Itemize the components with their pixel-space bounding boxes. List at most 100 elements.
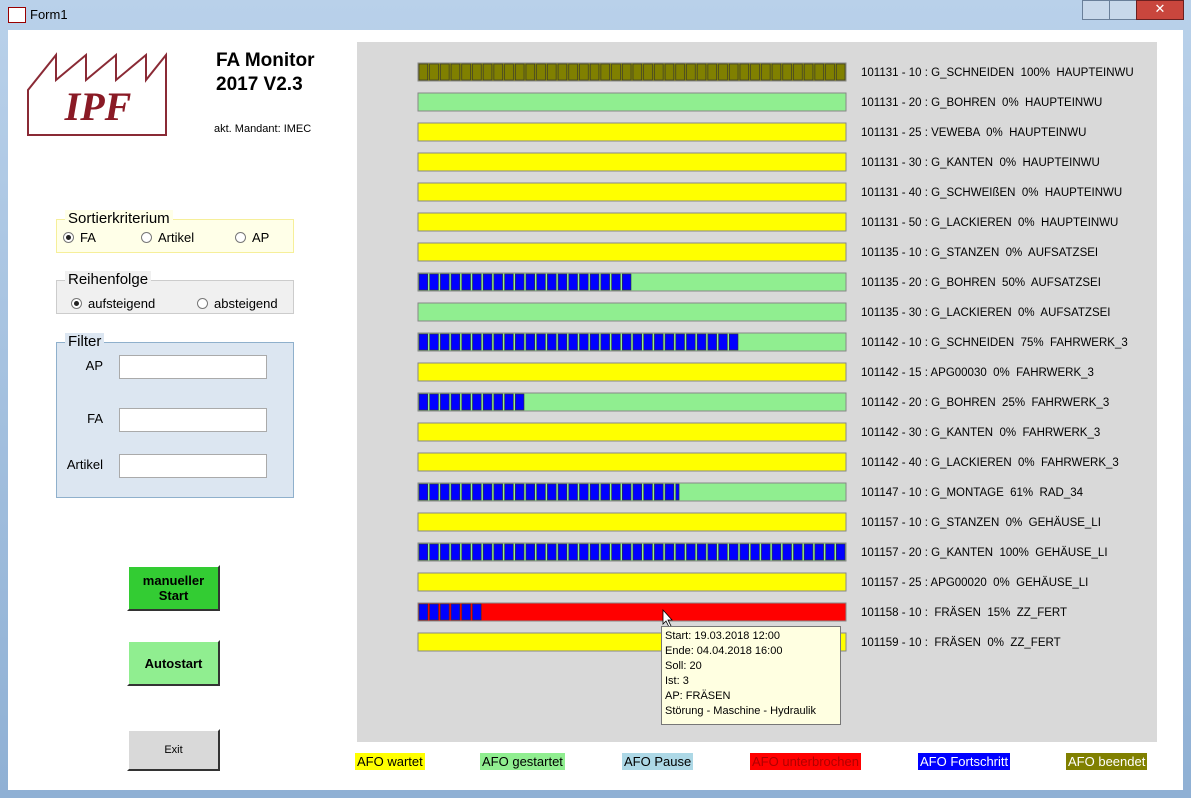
progress-segment: [589, 483, 600, 501]
radio-option[interactable]: Artikel: [141, 230, 194, 245]
radio-option[interactable]: absteigend: [197, 296, 278, 311]
button-label: Autostart: [144, 655, 203, 671]
progress-segment: [472, 393, 482, 411]
legend-item: AFO gestartet: [480, 753, 565, 770]
progress-segment: [418, 273, 428, 291]
progress-bar: [417, 572, 847, 592]
close-button[interactable]: ✕: [1136, 0, 1184, 20]
progress-segment: [739, 543, 749, 561]
progress-segment: [718, 333, 728, 351]
progress-segment: [611, 273, 621, 291]
manual-start-button[interactable]: manueller Start: [127, 565, 220, 611]
progress-segment: [418, 543, 428, 561]
row-label: 101147 - 10 : G_MONTAGE 61% RAD_34: [861, 487, 1084, 499]
progress-segment: [686, 63, 696, 81]
filter-label: AP: [85, 358, 103, 373]
progress-segment: [482, 63, 493, 81]
progress-segment: [718, 63, 728, 81]
minimize-button[interactable]: [1082, 0, 1110, 20]
radio-label: absteigend: [214, 296, 278, 311]
progress-segment: [461, 483, 471, 501]
progress-segment: [461, 543, 471, 561]
radio-label: AP: [252, 230, 270, 245]
progress-bar: [417, 332, 847, 352]
progress-segment: [579, 333, 589, 351]
progress-segment: [504, 63, 514, 81]
mandant: akt. Mandant: IMEC: [214, 123, 312, 135]
progress-segment: [493, 333, 503, 351]
progress-segment: [482, 483, 493, 501]
progress-segment: [632, 333, 642, 351]
progress-segment: [504, 483, 514, 501]
row-label: 101157 - 20 : G_KANTEN 100% GEHÄUSE_LI: [861, 547, 1108, 559]
progress-segment: [472, 603, 482, 621]
legend-item: AFO beendet: [1066, 753, 1148, 770]
progress-fill: [418, 63, 846, 81]
progress-segment: [643, 333, 653, 351]
progress-segment: [472, 333, 482, 351]
progress-segment: [600, 333, 610, 351]
progress-segment: [675, 63, 685, 81]
progress-segment: [429, 273, 439, 291]
progress-segment: [568, 483, 578, 501]
progress-segment: [707, 63, 717, 81]
window-icon: [8, 7, 26, 23]
progress-segment: [493, 63, 503, 81]
row-label: 101142 - 20 : G_BOHREN 25% FAHRWERK_3: [861, 397, 1109, 409]
progress-segment: [611, 63, 621, 81]
progress-segment: [621, 333, 632, 351]
logo: IPF: [27, 52, 167, 136]
progress-segment: [632, 483, 642, 501]
progress-segment: [654, 543, 664, 561]
filter-input[interactable]: [119, 408, 267, 432]
progress-segment: [621, 63, 632, 81]
progress-segment: [782, 543, 792, 561]
progress-segment: [579, 483, 589, 501]
exit-button[interactable]: Exit: [127, 729, 220, 771]
maximize-button[interactable]: [1109, 0, 1137, 20]
radio-option[interactable]: AP: [235, 230, 269, 245]
progress-segment: [632, 543, 642, 561]
progress-segment: [429, 63, 439, 81]
filter-input[interactable]: [119, 355, 267, 379]
autostart-button[interactable]: Autostart: [127, 640, 220, 686]
progress-segment: [664, 483, 675, 501]
progress-segment: [482, 333, 493, 351]
filter-input[interactable]: [119, 454, 267, 478]
progress-segment: [440, 543, 450, 561]
radio-button: [235, 232, 246, 243]
radio-option[interactable]: FA: [63, 230, 96, 245]
row-label: 101135 - 10 : G_STANZEN 0% AUFSATZSEI: [861, 247, 1098, 259]
progress-segment: [514, 483, 525, 501]
progress-segment: [472, 273, 482, 291]
progress-segment: [504, 393, 514, 411]
progress-segment: [675, 333, 685, 351]
button-label: Start: [158, 588, 189, 603]
radio-label: aufsteigend: [88, 296, 156, 311]
progress-segment: [429, 333, 439, 351]
progress-segment: [461, 273, 471, 291]
progress-segment: [654, 63, 664, 81]
progress-segment: [771, 63, 782, 81]
row-label: 101131 - 50 : G_LACKIEREN 0% HAUPTEINWU: [861, 217, 1118, 229]
row-label: 101131 - 40 : G_SCHWEIßEN 0% HAUPTEINWU: [861, 187, 1122, 199]
progress-segment: [568, 543, 578, 561]
progress-segment: [782, 63, 792, 81]
progress-segment: [418, 63, 428, 81]
order-group: Reihenfolge aufsteigend absteigend: [56, 271, 294, 314]
progress-segment: [600, 483, 610, 501]
tooltip-line: Ist: 3: [665, 675, 689, 687]
progress-bar: [417, 152, 847, 172]
progress-segment: [696, 333, 707, 351]
progress-segment: [418, 333, 428, 351]
progress-segment: [450, 63, 461, 81]
row-label: 101131 - 10 : G_SCHNEIDEN 100% HAUPTEINW…: [861, 67, 1134, 79]
app-title: FA Monitor: [216, 50, 315, 71]
progress-bar: [417, 362, 847, 382]
radio-option[interactable]: aufsteigend: [71, 296, 155, 311]
progress-segment: [493, 273, 503, 291]
progress-segment: [579, 63, 589, 81]
progress-fill: [418, 333, 739, 351]
progress-segment: [728, 333, 739, 351]
progress-segment: [664, 543, 675, 561]
